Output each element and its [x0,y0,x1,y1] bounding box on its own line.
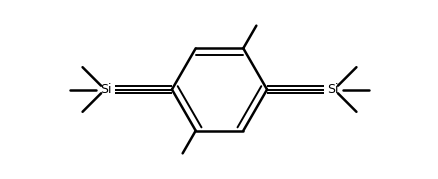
Text: Si: Si [326,83,338,96]
Text: Si: Si [100,83,112,96]
